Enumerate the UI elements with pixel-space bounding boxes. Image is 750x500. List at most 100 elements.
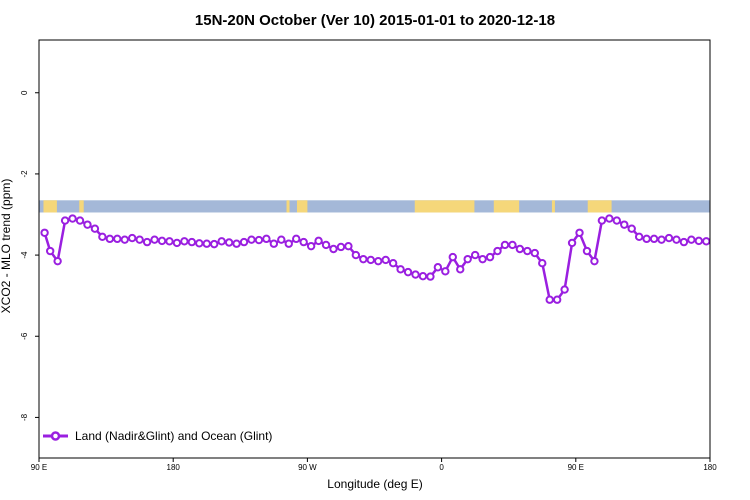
y-tick-label: -6 <box>20 332 29 340</box>
x-tick-label: 0 <box>439 463 444 472</box>
data-point <box>180 237 189 246</box>
data-point <box>590 256 599 266</box>
data-point <box>508 240 517 250</box>
land-segment <box>551 200 555 213</box>
ocean-band <box>39 200 710 213</box>
data-point <box>634 232 644 242</box>
data-point <box>456 265 465 274</box>
x-axis: 90 E 180 90 W 0 90 E 180 <box>31 458 717 472</box>
data-point <box>694 236 704 246</box>
data-point <box>224 238 234 247</box>
data-point <box>53 256 62 266</box>
data-point <box>165 237 174 246</box>
y-axis: 0 -2 -4 -6 -8 <box>20 90 39 421</box>
legend: Land (Nadir&Glint) and Ocean (Glint) <box>43 429 272 443</box>
land-segment <box>286 200 290 213</box>
data-point <box>142 237 152 247</box>
series-line-group <box>40 214 711 304</box>
data-point <box>262 234 271 244</box>
land-segment <box>414 200 475 213</box>
land-segment <box>79 200 84 213</box>
y-tick-label: -2 <box>20 170 29 178</box>
land-segment <box>43 200 57 213</box>
data-point <box>441 267 450 276</box>
x-tick-label: 90 W <box>298 463 317 472</box>
data-point <box>68 214 77 223</box>
data-point <box>90 224 100 233</box>
data-point <box>374 256 383 266</box>
data-point <box>538 259 547 268</box>
data-point <box>277 235 286 244</box>
data-point <box>567 238 577 248</box>
data-point <box>597 216 607 225</box>
data-point <box>98 232 107 242</box>
data-point <box>239 237 249 247</box>
data-point <box>187 237 197 247</box>
data-point <box>545 295 554 304</box>
data-point <box>195 239 204 248</box>
data-point <box>515 244 525 254</box>
data-point <box>627 224 636 233</box>
data-point <box>493 246 502 256</box>
data-point <box>448 252 457 262</box>
data-point <box>381 255 390 265</box>
data-point <box>411 270 420 279</box>
y-axis-label: XCO2 - MLO trend (ppm) <box>0 179 13 314</box>
data-point <box>433 263 443 272</box>
data-point <box>344 241 353 251</box>
data-point <box>396 265 405 274</box>
data-point <box>485 252 495 262</box>
data-point <box>202 239 211 248</box>
data-point <box>351 250 361 260</box>
land-segment <box>296 200 308 213</box>
data-point <box>463 254 472 264</box>
data-point <box>702 237 711 246</box>
legend-marker-swatch <box>50 431 61 441</box>
data-point <box>612 216 622 225</box>
data-point <box>247 235 256 244</box>
data-point <box>500 240 510 250</box>
data-point <box>478 254 487 264</box>
data-point <box>157 236 167 246</box>
data-point <box>210 239 219 249</box>
y-tick-label: -4 <box>20 251 29 259</box>
data-point <box>336 242 346 252</box>
data-point <box>418 271 428 281</box>
data-point <box>470 250 480 260</box>
data-point <box>45 246 55 256</box>
data-point <box>687 235 696 244</box>
data-point <box>306 241 316 251</box>
data-point <box>523 246 532 256</box>
data-point <box>359 254 368 264</box>
data-point <box>426 272 435 281</box>
data-point <box>657 235 666 244</box>
data-point <box>620 220 629 229</box>
data-point <box>649 234 659 244</box>
data-point <box>388 259 398 268</box>
data-point <box>113 234 122 244</box>
y-tick-label: -8 <box>20 413 29 421</box>
data-point <box>284 239 293 248</box>
data-point <box>314 236 323 246</box>
data-point <box>135 235 144 244</box>
y-tick-label: 0 <box>20 90 29 95</box>
data-point <box>269 239 279 248</box>
data-point <box>60 216 70 225</box>
data-point <box>552 295 562 304</box>
data-point <box>605 214 614 223</box>
data-point <box>329 244 338 254</box>
data-point <box>83 220 92 229</box>
data-point <box>105 234 115 244</box>
data-point <box>292 234 301 244</box>
data-point <box>217 237 226 246</box>
data-point <box>299 237 308 247</box>
legend-label: Land (Nadir&Glint) and Ocean (Glint) <box>75 429 272 443</box>
data-point <box>40 228 49 237</box>
data-point <box>150 235 159 244</box>
land-segment <box>587 200 612 213</box>
data-point <box>172 238 182 248</box>
data-point <box>75 216 85 225</box>
data-point <box>679 237 689 247</box>
chart-title: 15N-20N October (Ver 10) 2015-01-01 to 2… <box>195 12 555 29</box>
